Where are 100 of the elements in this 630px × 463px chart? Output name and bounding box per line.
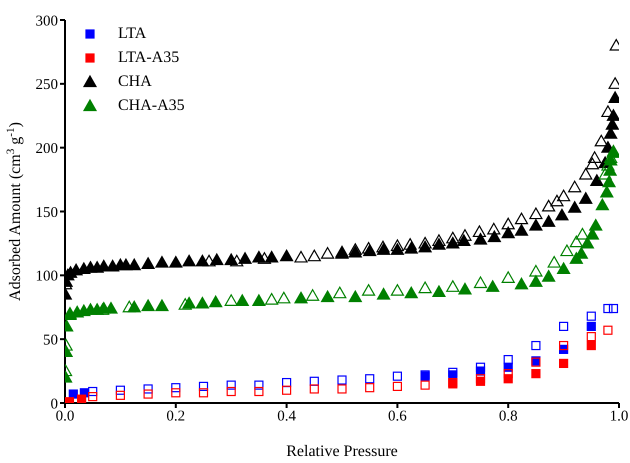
point	[542, 215, 556, 227]
point	[88, 386, 98, 396]
point	[348, 290, 362, 302]
point	[376, 288, 390, 300]
point	[310, 376, 319, 386]
point	[576, 228, 590, 240]
x-tick-label: 1.0	[610, 408, 628, 425]
point	[365, 374, 374, 384]
point	[210, 253, 224, 266]
point	[531, 340, 540, 350]
point	[236, 294, 249, 306]
x-tick-label: 0.6	[388, 408, 408, 425]
point	[580, 236, 594, 249]
point	[224, 294, 238, 306]
point	[182, 254, 196, 266]
point	[169, 256, 182, 268]
point	[531, 369, 540, 378]
point	[600, 186, 614, 198]
point	[376, 240, 390, 252]
point	[306, 289, 320, 301]
x-tick-label: 0.8	[498, 408, 518, 425]
point	[476, 362, 486, 372]
point	[474, 276, 488, 288]
point	[171, 388, 180, 398]
point	[448, 368, 458, 377]
point	[474, 232, 488, 245]
point	[608, 304, 618, 314]
point	[122, 300, 136, 312]
point	[555, 208, 569, 220]
point	[320, 290, 334, 302]
point	[155, 299, 169, 312]
point	[542, 200, 556, 212]
point	[277, 292, 290, 304]
point	[502, 218, 515, 230]
point	[198, 382, 208, 392]
y-tick-label: 200	[36, 140, 58, 157]
point	[586, 158, 600, 170]
point	[542, 270, 556, 282]
point	[559, 322, 568, 331]
point	[603, 304, 613, 314]
point	[488, 230, 501, 242]
point	[392, 372, 402, 381]
point	[337, 384, 347, 394]
point	[420, 380, 430, 390]
legend-label: CHA-A35	[118, 97, 185, 115]
point	[579, 168, 592, 180]
y-tick-label: 250	[36, 77, 58, 94]
point	[586, 322, 596, 331]
x-axis-title: Relative Pressure	[286, 443, 398, 460]
point	[294, 292, 308, 304]
point	[596, 198, 609, 210]
point	[265, 292, 278, 305]
point	[476, 374, 486, 384]
point	[568, 201, 582, 213]
point	[550, 194, 564, 206]
point	[209, 296, 222, 308]
point	[337, 375, 347, 385]
legend-label: CHA	[118, 73, 152, 91]
point	[144, 389, 153, 399]
point	[390, 239, 404, 252]
point	[198, 388, 208, 398]
point	[320, 247, 334, 259]
point	[230, 254, 244, 266]
point	[590, 174, 604, 186]
point	[362, 242, 376, 254]
point	[502, 271, 515, 283]
point	[589, 218, 602, 231]
point	[487, 222, 500, 234]
point	[502, 226, 515, 238]
point	[202, 254, 216, 266]
point	[418, 236, 432, 249]
point	[365, 383, 374, 392]
x-tick-label: 0.4	[277, 408, 296, 425]
point	[142, 257, 155, 269]
point	[432, 285, 446, 298]
point	[586, 312, 596, 321]
point	[265, 250, 278, 263]
point	[446, 280, 460, 292]
point	[529, 207, 542, 220]
point	[258, 252, 272, 264]
point	[77, 394, 86, 403]
point	[418, 282, 432, 294]
legend-label: LTA	[118, 25, 146, 43]
point	[586, 332, 596, 342]
point	[178, 298, 192, 310]
point	[588, 151, 602, 163]
point	[559, 358, 568, 368]
point	[548, 256, 561, 268]
point	[559, 340, 568, 350]
point	[142, 299, 155, 312]
point	[116, 386, 125, 395]
point	[88, 392, 98, 402]
y-tick-label: 150	[36, 204, 58, 221]
point	[529, 275, 542, 287]
point	[144, 384, 153, 394]
point	[226, 386, 236, 396]
point	[254, 386, 264, 396]
point	[603, 326, 613, 335]
point	[282, 386, 292, 395]
point	[308, 250, 321, 262]
